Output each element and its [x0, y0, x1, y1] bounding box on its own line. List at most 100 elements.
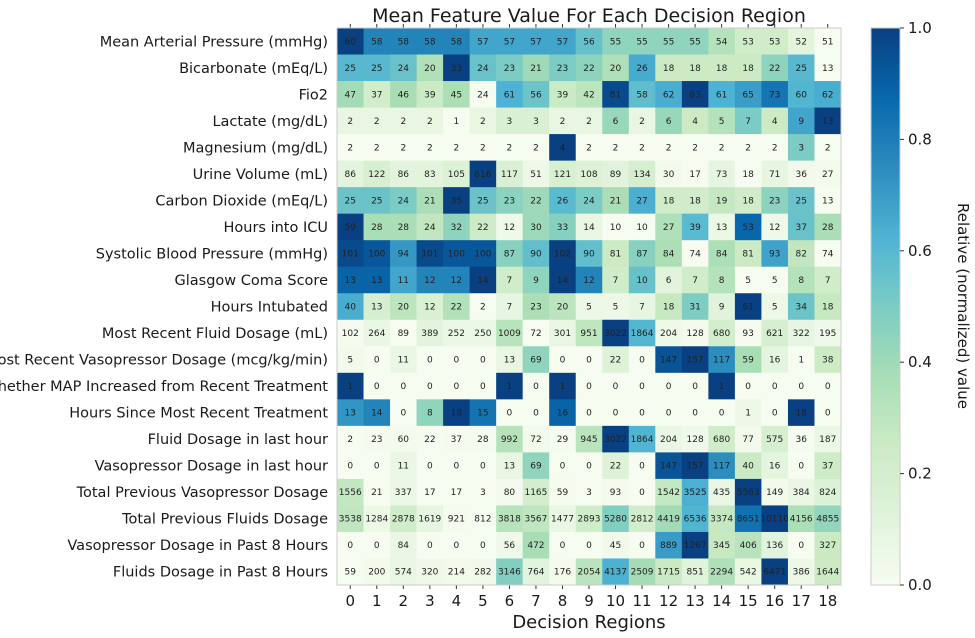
- cell-value-label: 45: [610, 541, 621, 551]
- cell-value-label: 22: [583, 64, 594, 74]
- cell-value-label: 5: [719, 117, 725, 127]
- heatmap-cell: [814, 319, 842, 347]
- heatmap-cell: [363, 54, 391, 82]
- heatmap-cell: [761, 293, 789, 321]
- heatmap-cell: [469, 240, 497, 268]
- heatmap-cell: [575, 160, 603, 188]
- heatmap-cell: [416, 213, 444, 241]
- cell-value-label: 0: [825, 382, 831, 392]
- column-label: 3: [425, 592, 435, 610]
- heatmap-cell: [363, 293, 391, 321]
- cell-value-label: 2: [454, 143, 460, 153]
- heatmap-cell: [337, 81, 365, 109]
- cell-value-label: 28: [371, 223, 383, 233]
- cell-value-label: 472: [527, 541, 544, 551]
- colorbar: [870, 27, 901, 586]
- cell-value-label: 0: [347, 462, 353, 472]
- cell-value-label: 23: [769, 196, 780, 206]
- heatmap-cell: [549, 134, 577, 162]
- heatmap-cell: [363, 505, 391, 533]
- heatmap-cell: [549, 452, 577, 480]
- cell-value-label: 84: [663, 249, 675, 259]
- heatmap-cell: [337, 319, 365, 347]
- heatmap-cell: [734, 160, 762, 188]
- cell-value-label: 6471: [763, 568, 786, 578]
- cell-value-label: 2: [480, 117, 486, 127]
- cell-value-label: 89: [610, 170, 622, 180]
- cell-value-label: 6: [666, 276, 672, 286]
- row-label: Hours Intubated: [211, 300, 328, 316]
- cell-value-label: 25: [345, 196, 356, 206]
- cell-value-label: 21: [610, 196, 621, 206]
- heatmap-cell: [469, 505, 497, 533]
- cell-value-label: 90: [583, 249, 595, 259]
- heatmap-cell: [496, 293, 524, 321]
- heatmap-cell: [443, 213, 471, 241]
- heatmap-cell: [708, 107, 736, 135]
- heatmap-cell: [655, 558, 683, 586]
- heatmap-cell: [814, 425, 842, 453]
- heatmap-cell: [337, 187, 365, 215]
- cell-value-label: 121: [554, 170, 571, 180]
- cell-value-label: 24: [424, 223, 436, 233]
- cell-value-label: 3374: [710, 515, 733, 525]
- heatmap-cell: [708, 425, 736, 453]
- heatmap-cell: [708, 319, 736, 347]
- heatmap-cell: [337, 28, 365, 56]
- cell-value-label: 11: [398, 356, 409, 366]
- cell-value-label: 2: [427, 143, 433, 153]
- cell-value-label: 20: [398, 303, 410, 313]
- heatmap-cell: [390, 293, 418, 321]
- heatmap-cell: [337, 240, 365, 268]
- heatmap-cell: [522, 81, 550, 109]
- cell-value-label: 0: [666, 382, 672, 392]
- heatmap-cell: [337, 213, 365, 241]
- heatmap-cell: [628, 531, 656, 559]
- cell-value-label: 5563: [737, 488, 760, 498]
- cell-value-label: 26: [557, 196, 569, 206]
- heatmap-cell: [655, 505, 683, 533]
- heatmap-cell: [416, 293, 444, 321]
- row-label: Total Previous Fluids Dosage: [121, 512, 328, 528]
- cell-value-label: 72: [530, 329, 541, 339]
- heatmap-cell: [496, 187, 524, 215]
- column-label: 10: [606, 592, 625, 610]
- cell-value-label: 60: [795, 90, 807, 100]
- heatmap-cell: [443, 28, 471, 56]
- heatmap-cell: [628, 425, 656, 453]
- cell-value-label: 0: [480, 462, 486, 472]
- heatmap-cell: [522, 187, 550, 215]
- heatmap-cell: [655, 240, 683, 268]
- cell-value-label: 2: [719, 143, 725, 153]
- cell-value-label: 71: [769, 170, 780, 180]
- cell-value-label: 616: [474, 170, 491, 180]
- cell-value-label: 14: [477, 276, 489, 286]
- cell-value-label: 2054: [578, 568, 601, 578]
- cell-value-label: 24: [477, 90, 489, 100]
- cell-value-label: 2: [586, 143, 592, 153]
- cell-value-label: 992: [501, 435, 518, 445]
- cell-value-label: 30: [530, 223, 542, 233]
- heatmap-cell: [734, 505, 762, 533]
- heatmap-cell: [734, 319, 762, 347]
- heatmap-cell: [655, 452, 683, 480]
- heatmap-cell: [337, 134, 365, 162]
- cell-value-label: 51: [530, 170, 541, 180]
- heatmap-cell: [363, 266, 391, 294]
- heatmap-cell: [575, 346, 603, 374]
- heatmap-cell: [655, 399, 683, 427]
- cell-value-label: 574: [395, 568, 412, 578]
- cell-value-label: 680: [713, 329, 730, 339]
- heatmap-cell: [443, 399, 471, 427]
- heatmap-cell: [681, 240, 709, 268]
- cell-value-label: 84: [716, 249, 728, 259]
- heatmap-cell: [681, 319, 709, 347]
- cell-value-label: 921: [448, 515, 465, 525]
- cell-value-label: 62: [822, 90, 833, 100]
- heatmap-cell: [337, 54, 365, 82]
- cell-value-label: 74: [822, 249, 834, 259]
- cell-value-label: 18: [663, 196, 675, 206]
- heatmap-cell: [761, 505, 789, 533]
- heatmap-cell: [363, 81, 391, 109]
- cell-value-label: 12: [583, 276, 594, 286]
